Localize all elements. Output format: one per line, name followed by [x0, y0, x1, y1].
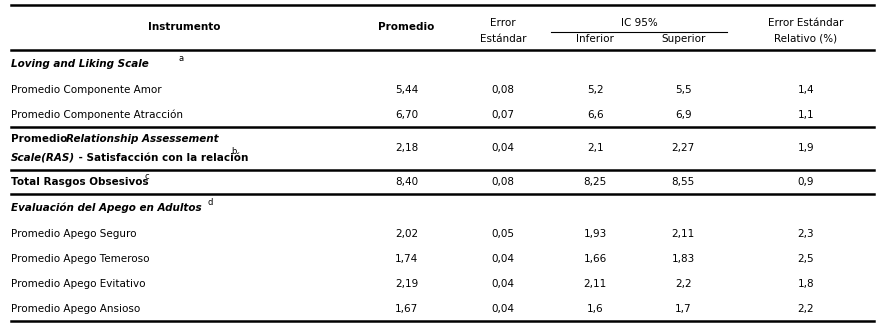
Text: Promedio Componente Atracción: Promedio Componente Atracción [11, 110, 182, 120]
Text: 2,2: 2,2 [797, 304, 813, 314]
Text: Total Rasgos Obsesivos: Total Rasgos Obsesivos [11, 177, 152, 187]
Text: Instrumento: Instrumento [148, 22, 220, 33]
Text: 0,07: 0,07 [491, 110, 514, 120]
Text: 5,44: 5,44 [395, 85, 417, 95]
Text: 2,11: 2,11 [583, 279, 606, 289]
Text: Promedio Apego Seguro: Promedio Apego Seguro [11, 230, 136, 239]
Text: Relationship Assessement: Relationship Assessement [66, 134, 218, 144]
Text: 0,9: 0,9 [797, 177, 813, 187]
Text: 2,27: 2,27 [671, 143, 694, 154]
Text: Promedio: Promedio [11, 134, 70, 144]
Text: b: b [231, 147, 236, 156]
Text: Evaluación del Apego en Adultos: Evaluación del Apego en Adultos [11, 203, 204, 214]
Text: Promedio Apego Ansioso: Promedio Apego Ansioso [11, 304, 139, 314]
Text: Promedio Apego Temeroso: Promedio Apego Temeroso [11, 254, 149, 264]
Text: 1,8: 1,8 [797, 279, 813, 289]
Text: 1,66: 1,66 [583, 254, 606, 264]
Text: IC 95%: IC 95% [620, 18, 657, 28]
Text: Promedio Apego Evitativo: Promedio Apego Evitativo [11, 279, 145, 289]
Text: 0,04: 0,04 [491, 143, 514, 154]
Text: 1,74: 1,74 [395, 254, 417, 264]
Text: 1,83: 1,83 [671, 254, 694, 264]
Text: c: c [145, 171, 149, 181]
Text: 2,3: 2,3 [797, 230, 813, 239]
Text: Loving and Liking Scale: Loving and Liking Scale [11, 59, 152, 69]
Text: - Satisfacción con la relación: - Satisfacción con la relación [75, 153, 252, 163]
Text: Error Estándar: Error Estándar [767, 18, 843, 28]
Text: 2,19: 2,19 [395, 279, 417, 289]
Text: Scale(RAS): Scale(RAS) [11, 153, 75, 163]
Text: 2,2: 2,2 [674, 279, 690, 289]
Text: 0,04: 0,04 [491, 279, 514, 289]
Text: 1,7: 1,7 [674, 304, 690, 314]
Text: Error: Error [489, 18, 516, 28]
Text: 6,6: 6,6 [587, 110, 602, 120]
Text: Promedio Componente Amor: Promedio Componente Amor [11, 85, 161, 95]
Text: 8,40: 8,40 [395, 177, 417, 187]
Text: 2,11: 2,11 [671, 230, 694, 239]
Text: 0,04: 0,04 [491, 304, 514, 314]
Text: 1,1: 1,1 [797, 110, 813, 120]
Text: Promedio: Promedio [378, 22, 434, 33]
Text: 8,25: 8,25 [583, 177, 606, 187]
Text: Relativo (%): Relativo (%) [774, 34, 837, 44]
Text: d: d [207, 198, 212, 207]
Text: Inferior: Inferior [575, 34, 614, 44]
Text: 5,2: 5,2 [587, 85, 602, 95]
Text: 5,5: 5,5 [674, 85, 690, 95]
Text: Superior: Superior [660, 34, 704, 44]
Text: 2,5: 2,5 [797, 254, 813, 264]
Text: 1,67: 1,67 [395, 304, 417, 314]
Text: 2,18: 2,18 [395, 143, 417, 154]
Text: 6,9: 6,9 [674, 110, 690, 120]
Text: 8,55: 8,55 [671, 177, 694, 187]
Text: 0,08: 0,08 [491, 85, 514, 95]
Text: 1,9: 1,9 [797, 143, 813, 154]
Text: 0,04: 0,04 [491, 254, 514, 264]
Text: 1,6: 1,6 [587, 304, 602, 314]
Text: 0,05: 0,05 [491, 230, 514, 239]
Text: Estándar: Estándar [480, 34, 525, 44]
Text: 2,1: 2,1 [587, 143, 602, 154]
Text: 1,93: 1,93 [583, 230, 606, 239]
Text: 6,70: 6,70 [395, 110, 417, 120]
Text: 0,08: 0,08 [491, 177, 514, 187]
Text: a: a [178, 53, 183, 63]
Text: 1,4: 1,4 [797, 85, 813, 95]
Text: 2,02: 2,02 [395, 230, 417, 239]
